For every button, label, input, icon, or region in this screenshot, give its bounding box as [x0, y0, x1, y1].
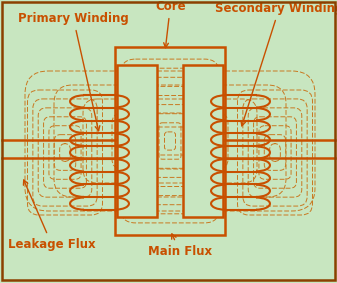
Bar: [183, 65, 223, 217]
Text: Core: Core: [155, 0, 186, 48]
Bar: [117, 65, 157, 217]
Text: Primary Winding: Primary Winding: [18, 12, 129, 131]
Bar: [115, 47, 225, 235]
Text: Leakage Flux: Leakage Flux: [8, 180, 96, 251]
Text: Secondary Winding: Secondary Winding: [215, 2, 337, 126]
Text: Main Flux: Main Flux: [148, 234, 212, 258]
